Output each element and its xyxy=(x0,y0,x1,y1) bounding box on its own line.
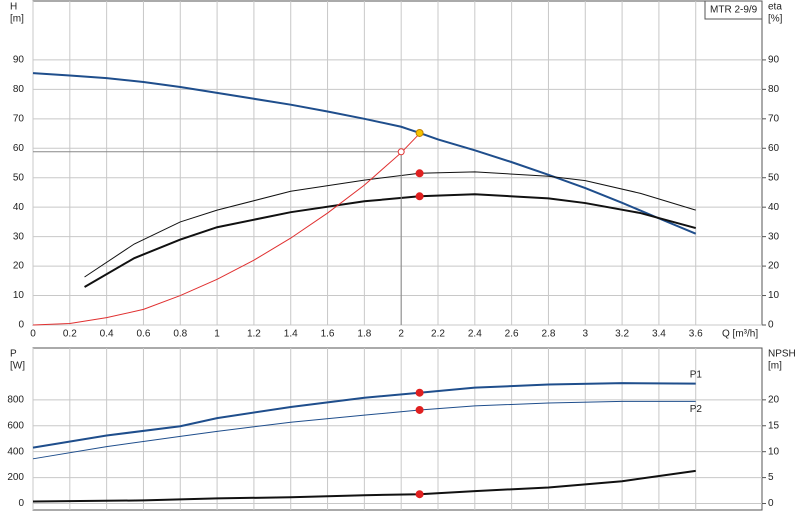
y-tick-label: 80 xyxy=(13,84,25,95)
y2-tick-label: 70 xyxy=(768,113,780,124)
y-tick-label: 800 xyxy=(7,394,24,405)
x-tick-label: 0.6 xyxy=(137,329,151,340)
point-marker xyxy=(415,388,424,397)
y2-tick-label: 10 xyxy=(768,446,780,457)
y2-axis-label: eta xyxy=(768,2,782,13)
y-tick-label: 30 xyxy=(13,231,25,242)
y-tick-label: 20 xyxy=(13,261,25,272)
y-tick-label: 60 xyxy=(13,143,25,154)
title-box xyxy=(704,0,763,20)
series-line xyxy=(84,171,696,278)
plot-frame xyxy=(32,0,763,326)
series-line xyxy=(32,72,697,235)
y-tick-label: 0 xyxy=(18,320,24,331)
series-label: P1 xyxy=(690,369,703,380)
y2-tick-label: 0 xyxy=(768,498,774,509)
x-tick-label: 1.2 xyxy=(247,329,261,340)
y2-tick-label: 90 xyxy=(768,55,780,66)
x-tick-label: 3.2 xyxy=(615,329,629,340)
series-line xyxy=(84,193,696,288)
y-tick-label: 400 xyxy=(7,446,24,457)
x-axis-label: Q [m³/h] xyxy=(722,329,758,340)
x-tick-label: 0 xyxy=(30,329,36,340)
y2-tick-label: 80 xyxy=(768,84,780,95)
series-line xyxy=(32,133,420,326)
y-tick-label: 70 xyxy=(13,113,25,124)
y-tick-label: 600 xyxy=(7,420,24,431)
y-tick-label: 90 xyxy=(13,55,25,66)
series-line xyxy=(32,469,696,503)
x-tick-label: 2.4 xyxy=(468,329,482,340)
y2-tick-label: 40 xyxy=(768,202,780,213)
x-tick-label: 1 xyxy=(214,329,220,340)
y2-tick-label: 50 xyxy=(768,172,780,183)
point-marker xyxy=(415,169,424,178)
y2-axis-unit: [m] xyxy=(768,361,782,372)
y-axis-unit: [W] xyxy=(10,361,25,372)
series-line xyxy=(32,400,696,460)
y-axis-label: P xyxy=(10,349,17,360)
series-line xyxy=(32,382,696,449)
y2-tick-label: 60 xyxy=(768,143,780,154)
x-tick-label: 2.6 xyxy=(505,329,519,340)
x-tick-label: 2.8 xyxy=(542,329,556,340)
x-tick-label: 2.2 xyxy=(431,329,445,340)
y2-tick-label: 0 xyxy=(768,320,774,331)
x-tick-label: 1.6 xyxy=(321,329,335,340)
y-tick-label: 10 xyxy=(13,290,25,301)
point-marker xyxy=(415,192,424,201)
y2-tick-label: 20 xyxy=(768,394,780,405)
y2-tick-label: 10 xyxy=(768,290,780,301)
y2-axis-label: NPSH xyxy=(768,349,796,360)
chart-title: MTR 2-9/9 xyxy=(710,5,758,16)
x-tick-label: 0.2 xyxy=(63,329,77,340)
point-marker xyxy=(415,405,424,414)
y2-tick-label: 5 xyxy=(768,472,774,483)
y-axis-label: H xyxy=(10,2,17,13)
x-tick-label: 2 xyxy=(398,329,404,340)
x-tick-label: 3.6 xyxy=(689,329,703,340)
plot-frame xyxy=(32,347,763,511)
x-tick-label: 0.8 xyxy=(173,329,187,340)
point-marker xyxy=(397,148,405,156)
y-axis-unit: [m] xyxy=(10,14,24,25)
y-tick-label: 200 xyxy=(7,472,24,483)
x-tick-label: 3 xyxy=(582,329,588,340)
y2-axis-unit: [%] xyxy=(768,14,783,25)
y-tick-label: 40 xyxy=(13,202,25,213)
y-tick-label: 50 xyxy=(13,172,25,183)
y2-tick-label: 20 xyxy=(768,261,780,272)
x-tick-label: 0.4 xyxy=(100,329,114,340)
point-marker xyxy=(415,128,424,137)
x-tick-label: 1.4 xyxy=(284,329,298,340)
y2-tick-label: 30 xyxy=(768,231,780,242)
y2-tick-label: 15 xyxy=(768,420,780,431)
x-tick-label: 3.4 xyxy=(652,329,666,340)
y-tick-label: 0 xyxy=(18,498,24,509)
x-tick-label: 1.8 xyxy=(357,329,371,340)
series-label: P2 xyxy=(690,404,703,415)
point-marker xyxy=(415,490,424,499)
